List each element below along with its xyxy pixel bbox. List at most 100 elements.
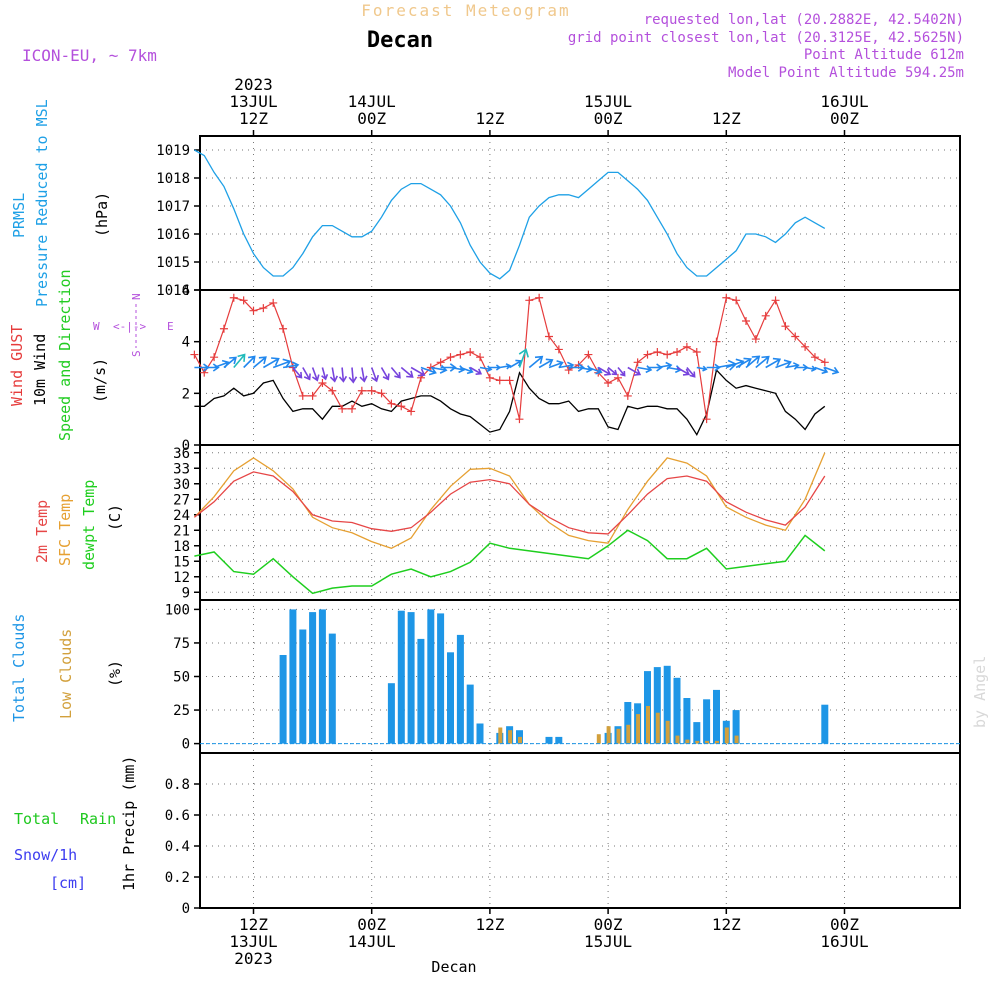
temp-ytick-label: 30 [173,477,190,493]
low-cloud-bar [724,727,729,744]
wind-direction-arrow [804,365,817,372]
precip-unit-label: 1hr Precip (mm) [120,756,138,891]
gust-marker [190,350,199,359]
compass-w: W [93,320,100,333]
top-axis-hour: 00Z [830,109,859,128]
wind-direction-arrow [410,366,426,377]
compass-n: N [130,293,143,300]
gust-marker [732,296,741,305]
top-axis-day: 15JUL [584,92,632,111]
low-cloud-bar [665,720,670,744]
pressure-ytick-label: 1016 [156,227,190,243]
total-cloud-bar [821,704,829,744]
wind-direction-arrow [252,356,267,369]
total-cloud-bar [397,610,405,744]
bottom-axis-hour: 00Z [830,915,859,934]
precip-frame [199,752,961,909]
gust-marker [505,376,514,385]
gust-marker [761,311,770,320]
gust-marker [259,304,268,313]
gridpoint-coords: grid point closest lon,lat (20.3125E, 42… [568,30,964,46]
top-axis-tick: 12Z [475,109,505,136]
temp-ytick-label: 24 [173,508,190,524]
temp-ytick-label: 18 [173,539,190,555]
gust-marker [397,402,406,411]
temp-ytick-label: 27 [173,492,190,508]
bottom-axis-hour: 12Z [239,915,268,934]
temp-ytick-label: 12 [173,570,190,586]
gust-marker [643,350,652,359]
compass-e: E [167,320,174,333]
total-cloud-bar [693,722,701,744]
wind-direction-arrow [311,367,320,382]
bottom-axis-hour: 00Z [357,915,386,934]
wind-direction-arrow [814,366,829,375]
pressure-ytick-label: 1019 [156,143,190,159]
low-cloud-bar [734,735,739,744]
gust-marker [673,348,682,356]
gust-marker [653,348,662,356]
low-cloud-bar [606,726,611,744]
gust-marker [357,386,366,395]
top-axis-day: 16JUL [820,92,868,111]
low-clouds-label: Low Clouds [57,629,75,719]
wind-direction-arrow [302,367,311,381]
total-cloud-bar [437,613,445,744]
total-cloud-bar [279,655,287,744]
wind-direction-arrow [321,367,329,381]
wind-direction-arrow [627,366,642,376]
sfc-temp-line [193,452,826,550]
gust-marker [495,376,504,385]
gust-marker [742,317,750,325]
wind-direction-arrow [735,357,752,369]
snow-label: Snow/1h [14,846,77,864]
total-clouds-label: Total Clouds [10,614,28,722]
gust-marker [751,335,760,344]
footer-station: Decan [431,958,476,976]
total-cloud-bar [713,689,720,744]
precip-ytick-label: 0.2 [165,870,190,886]
total-cloud-bar [476,723,484,744]
total-cloud-bar [456,634,464,744]
total-cloud-bar [318,609,326,744]
precip-ytick-label: 0.6 [165,808,190,824]
gust-marker [328,386,337,395]
gust-marker [279,324,288,333]
wind-ytick-label: 4 [182,335,190,351]
wind-direction-arrow [370,367,380,383]
top-axis-hour: 12Z [712,109,741,128]
model-label: ICON-EU, ~ 7km [22,46,157,65]
bottom-axis-day: 15JUL [584,932,632,951]
low-cloud-bar [508,730,513,744]
wind-direction-arrow [390,366,401,379]
requested-coords: requested lon,lat (20.2882E, 42.5402N) [644,12,964,28]
precip-ytick-label: 0.4 [165,839,190,855]
wind-direction-arrow [262,357,280,369]
wind-ytick-label: 0 [182,438,190,454]
snow-unit-label: [cm] [50,874,86,892]
dewpt-label: dewpt Temp [80,480,98,570]
wind-direction-arrow [588,366,603,375]
gust-marker [554,345,563,354]
gust-marker [515,415,524,424]
gust-marker [663,350,672,359]
gust-marker [604,379,613,387]
precip-ytick-label: 0 [182,901,190,917]
cloud-ytick-label: 50 [173,670,190,686]
total-cloud-bar [407,612,415,744]
temp-ytick-label: 33 [173,461,190,477]
t2m-label: 2m Temp [33,500,51,563]
bottom-axis-tick: 12Z [712,908,741,934]
gust-line [193,297,826,420]
top-axis-year: 2023 [234,75,273,94]
gust-marker [613,373,622,382]
bottom-axis-day: 14JUL [348,932,396,951]
wind-10m-label: 10m Wind [31,334,49,406]
gust-marker [584,350,593,359]
bottom-axis-hour: 12Z [712,915,741,934]
bottom-axis-day: 13JUL [229,932,277,951]
total-cloud-bar [466,684,474,744]
